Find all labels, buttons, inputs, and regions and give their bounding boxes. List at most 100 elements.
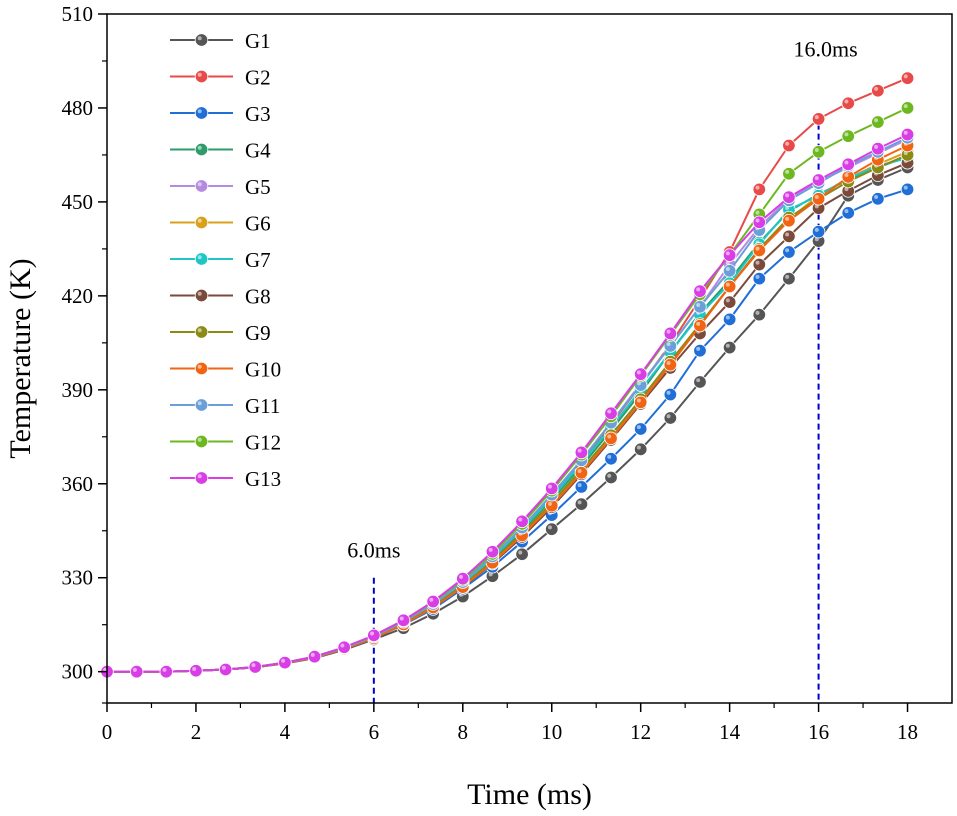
plot-frame <box>106 13 953 704</box>
legend-item-g5: G5 <box>170 175 271 199</box>
data-point-highlight <box>577 448 582 453</box>
legend-marker-highlight <box>197 72 202 77</box>
data-point <box>574 480 589 494</box>
data-point <box>129 664 144 679</box>
data-point <box>722 264 737 278</box>
data-point-highlight <box>547 525 552 530</box>
data-point-highlight <box>903 130 908 135</box>
data-point-highlight <box>785 169 790 174</box>
data-point-highlight <box>696 378 701 383</box>
series-g13 <box>100 127 915 679</box>
data-point-highlight <box>636 425 641 430</box>
data-point-highlight <box>755 274 760 279</box>
legend-marker-highlight <box>197 255 202 260</box>
data-point-highlight <box>814 194 819 199</box>
y-tick-label: 390 <box>62 378 94 402</box>
data-point-highlight <box>814 115 819 120</box>
data-point-highlight <box>844 99 849 104</box>
axis-ticks: 0 2 4 6 8 10 12 14 16 18 300 330 360 390 420 450 480 510 <box>62 2 919 744</box>
legend-marker <box>194 215 209 230</box>
series-g8 <box>100 156 915 679</box>
data-point <box>752 243 766 258</box>
data-point <box>367 628 381 643</box>
data-point <box>722 295 737 309</box>
data-point-highlight <box>488 547 493 552</box>
legend-item-g6: G6 <box>170 212 271 236</box>
data-point <box>663 411 678 425</box>
data-point <box>811 145 826 159</box>
data-point <box>278 655 292 670</box>
data-point-highlight <box>577 500 582 505</box>
data-point <box>900 127 915 142</box>
data-point-highlight <box>607 409 612 414</box>
legend-label: G7 <box>245 248 271 272</box>
x-tick-label: 12 <box>630 720 651 744</box>
data-point-highlight <box>755 246 760 251</box>
data-point-highlight <box>132 667 137 672</box>
series-line <box>107 188 908 673</box>
legend-marker <box>194 106 209 120</box>
data-point <box>337 640 351 654</box>
x-axis-title: Time (ms) <box>467 778 592 811</box>
y-tick-label: 510 <box>62 2 94 26</box>
data-point-highlight <box>577 469 582 474</box>
data-point-highlight <box>281 658 286 663</box>
data-point <box>307 649 322 664</box>
legend-item-g4: G4 <box>170 139 271 163</box>
data-point-highlight <box>725 282 730 287</box>
data-point <box>752 271 766 286</box>
data-point <box>604 470 618 485</box>
data-point <box>841 206 855 220</box>
data-point-highlight <box>696 321 701 326</box>
annotation-label: 6.0ms <box>347 537 400 562</box>
legend-marker <box>194 252 209 266</box>
data-point-highlight <box>755 218 760 223</box>
data-point-highlight <box>547 484 552 489</box>
data-point <box>841 157 855 172</box>
legend-marker-highlight <box>197 437 202 442</box>
data-point-highlight <box>666 414 671 419</box>
data-point-highlight <box>814 176 819 181</box>
data-point <box>485 545 500 559</box>
legend-item-g11: G11 <box>170 394 280 418</box>
data-point-highlight <box>666 342 671 347</box>
data-point <box>900 182 915 197</box>
data-point <box>722 340 737 355</box>
data-point <box>189 664 203 678</box>
data-point-highlight <box>903 185 908 190</box>
data-point-highlight <box>666 360 671 365</box>
y-tick-label: 300 <box>62 660 94 684</box>
data-point-highlight <box>755 185 760 190</box>
data-point <box>663 358 678 372</box>
legend-label: G11 <box>245 394 280 418</box>
annotation-label: 16.0ms <box>793 36 857 61</box>
data-point <box>782 138 796 153</box>
data-point-highlight <box>785 141 790 146</box>
data-point-highlight <box>577 483 582 488</box>
legend-marker-highlight <box>197 474 202 479</box>
legend-marker-highlight <box>197 109 202 114</box>
series-g2 <box>100 71 915 679</box>
series-layer <box>100 71 915 679</box>
data-point <box>159 664 173 679</box>
legend-marker <box>194 69 209 84</box>
data-point-highlight <box>725 251 730 256</box>
legend-marker <box>194 398 209 412</box>
legend-label: G9 <box>245 321 271 345</box>
data-point-highlight <box>636 445 641 450</box>
data-point <box>782 190 796 204</box>
data-point-highlight <box>844 173 849 178</box>
data-point-highlight <box>607 473 612 478</box>
legend-marker <box>194 434 209 449</box>
legend-marker <box>194 33 209 47</box>
data-point <box>426 594 440 609</box>
y-tick-label: 420 <box>62 284 94 308</box>
data-point <box>545 522 559 536</box>
x-tick-label: 6 <box>369 720 380 744</box>
data-point <box>515 547 529 561</box>
series-g9 <box>100 148 915 679</box>
data-point <box>871 115 885 129</box>
data-point-highlight <box>666 329 671 334</box>
legend-label: G3 <box>245 102 271 126</box>
legend-item-g1: G1 <box>170 29 271 53</box>
